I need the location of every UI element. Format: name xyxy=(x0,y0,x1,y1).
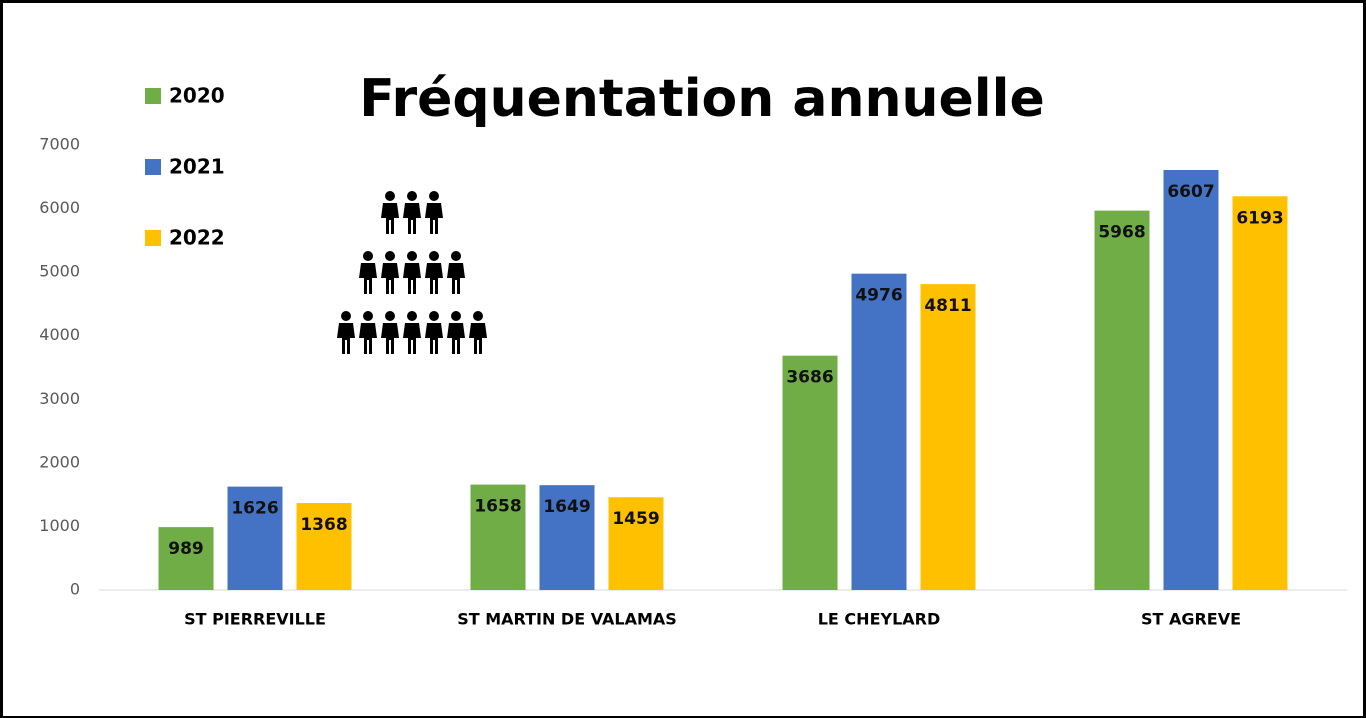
data-label: 3686 xyxy=(786,368,833,388)
bar xyxy=(539,485,595,590)
data-label: 6193 xyxy=(1236,208,1283,228)
data-label: 4811 xyxy=(924,296,971,316)
y-tick-label: 3000 xyxy=(39,389,80,408)
x-tick-label: ST PIERREVILLE xyxy=(184,610,326,629)
legend-label: 2020 xyxy=(169,84,225,108)
y-tick-label: 4000 xyxy=(39,325,80,344)
bar xyxy=(1094,210,1150,590)
bar xyxy=(1232,196,1288,591)
bar xyxy=(470,484,526,590)
y-tick-label: 5000 xyxy=(39,262,80,281)
x-tick-label: ST AGREVE xyxy=(1141,610,1241,629)
bar xyxy=(920,284,976,590)
bar xyxy=(227,486,283,590)
bar xyxy=(782,355,838,590)
data-label: 5968 xyxy=(1098,223,1145,243)
y-tick-label: 1000 xyxy=(39,516,80,535)
bar xyxy=(158,527,214,590)
legend-label: 2022 xyxy=(169,226,225,250)
bar xyxy=(851,273,907,590)
y-tick-label: 7000 xyxy=(39,135,80,154)
legend-swatch xyxy=(145,88,161,104)
data-label: 1459 xyxy=(612,509,659,529)
data-label: 6607 xyxy=(1167,182,1214,202)
data-label: 989 xyxy=(168,539,204,559)
bar xyxy=(1163,169,1219,590)
data-label: 4976 xyxy=(855,286,902,306)
data-label: 1649 xyxy=(543,497,590,517)
chart-title: Fréquentation annuelle xyxy=(359,69,1044,129)
y-tick-label: 6000 xyxy=(39,198,80,217)
data-label: 1626 xyxy=(231,499,278,519)
y-tick-label: 2000 xyxy=(39,452,80,471)
legend-swatch xyxy=(145,159,161,175)
bar xyxy=(296,503,352,590)
bar xyxy=(608,497,664,590)
x-tick-label: LE CHEYLARD xyxy=(818,610,941,629)
legend-swatch xyxy=(145,230,161,246)
x-tick-label: ST MARTIN DE VALAMAS xyxy=(457,610,677,629)
legend-label: 2021 xyxy=(169,155,225,179)
y-tick-label: 0 xyxy=(70,580,80,599)
data-label: 1368 xyxy=(300,515,347,535)
data-label: 1658 xyxy=(474,497,521,517)
